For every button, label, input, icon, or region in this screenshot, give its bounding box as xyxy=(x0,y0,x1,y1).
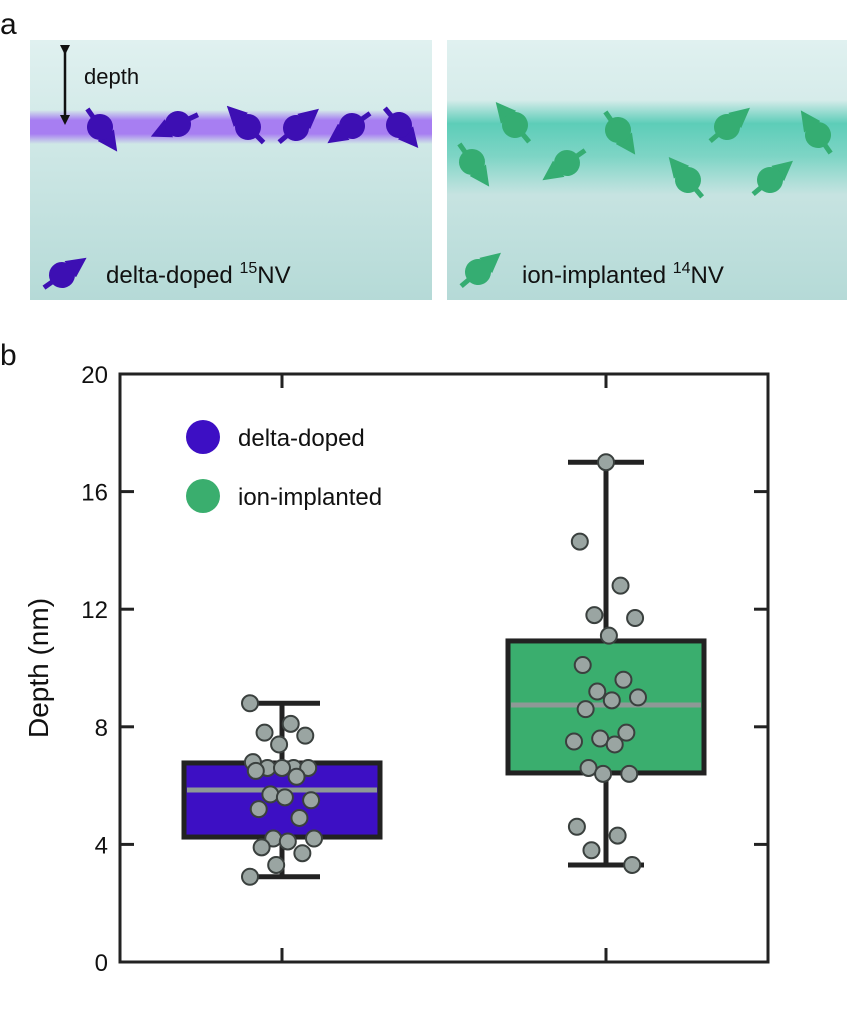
y-tick-label: 8 xyxy=(95,715,108,742)
legend-label: delta-doped 15NV xyxy=(106,260,291,289)
data-point xyxy=(267,855,286,874)
data-point xyxy=(573,656,592,675)
data-point xyxy=(614,670,633,689)
legend-text: ion-implanted xyxy=(522,262,673,289)
data-point xyxy=(629,688,647,707)
y-tick-label: 20 xyxy=(81,362,108,389)
data-point xyxy=(608,826,627,845)
y-tick-label: 4 xyxy=(95,832,108,859)
superscript: 15 xyxy=(239,260,257,277)
data-point xyxy=(249,800,268,819)
plot-frame xyxy=(118,372,770,964)
data-point xyxy=(611,576,630,595)
data-point xyxy=(602,691,621,710)
legend-marker xyxy=(186,420,220,454)
y-tick-label: 16 xyxy=(81,480,108,507)
legend-text: delta-doped xyxy=(106,262,239,289)
data-point xyxy=(582,841,601,860)
data-point xyxy=(246,761,265,780)
data-point xyxy=(599,626,618,645)
legend-label: ion-implanted xyxy=(238,484,382,511)
data-point xyxy=(585,606,604,625)
data-point xyxy=(623,855,642,874)
plot: 0 4 8 12 16 20 delta-doped ion-implanted xyxy=(81,362,770,977)
data-point xyxy=(588,682,607,701)
y-tick-label: 12 xyxy=(81,597,108,624)
y-tick-label: 0 xyxy=(95,950,108,977)
data-point xyxy=(620,764,639,783)
data-point xyxy=(305,829,323,848)
data-point xyxy=(296,726,315,745)
data-point xyxy=(241,867,259,886)
data-point xyxy=(287,767,306,786)
legend-label: ion-implanted 14NV xyxy=(522,260,724,289)
legend-marker xyxy=(186,479,220,513)
panel-label: a xyxy=(0,8,17,41)
data-point xyxy=(576,700,595,719)
data-point xyxy=(617,723,636,742)
data-point xyxy=(275,788,294,807)
y-axis-label: Depth (nm) xyxy=(23,598,54,738)
data-point xyxy=(281,714,300,733)
data-point xyxy=(605,735,624,754)
legend-label: delta-doped xyxy=(238,425,365,452)
data-point xyxy=(299,758,318,777)
data-point xyxy=(567,817,586,836)
data-point xyxy=(293,844,312,863)
data-point xyxy=(302,791,321,810)
legend-suffix: NV xyxy=(691,262,724,289)
data-point xyxy=(290,808,309,827)
data-point xyxy=(252,838,271,857)
data-point xyxy=(565,732,583,751)
panel-label: b xyxy=(0,339,17,372)
data-point xyxy=(255,723,274,742)
data-point xyxy=(270,735,289,754)
data-point xyxy=(597,453,615,472)
legend-suffix: NV xyxy=(257,262,290,289)
data-point xyxy=(273,758,291,777)
substrate xyxy=(30,40,432,300)
depth-label: depth xyxy=(84,64,139,89)
data-point xyxy=(241,694,259,713)
data-point xyxy=(261,785,280,804)
data-point xyxy=(626,609,645,628)
superscript: 14 xyxy=(673,260,691,277)
data-point xyxy=(278,832,297,851)
data-point xyxy=(594,764,613,783)
data-point xyxy=(570,532,589,551)
